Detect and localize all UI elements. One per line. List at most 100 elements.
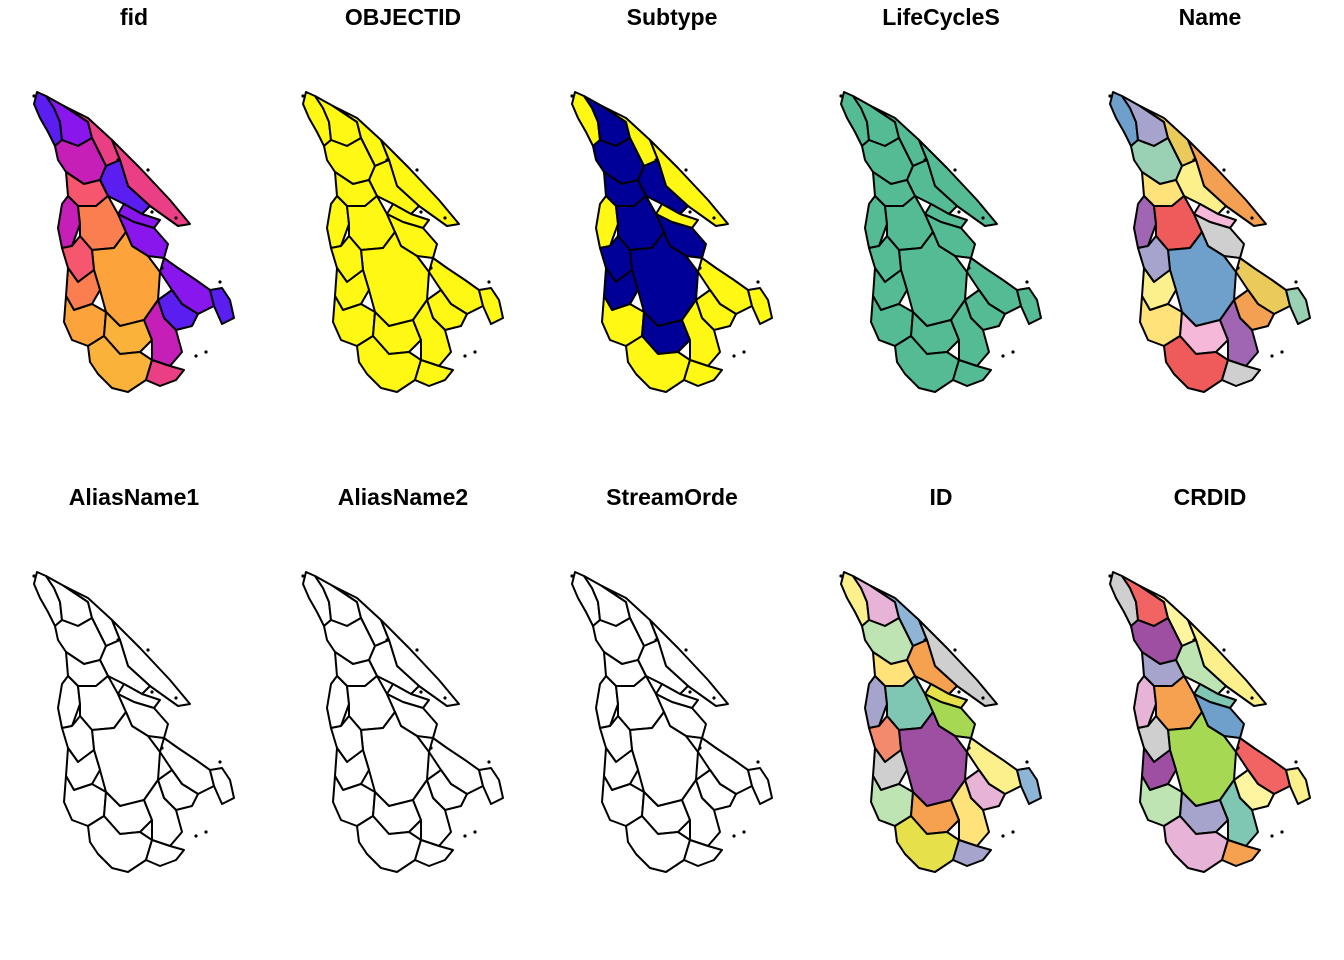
island-dot <box>688 690 692 694</box>
island-dot <box>1192 158 1196 162</box>
map-region <box>326 675 350 729</box>
island-dot <box>116 638 120 642</box>
map-region <box>1221 839 1261 867</box>
island-dot <box>684 168 688 172</box>
panel-title: Name <box>1178 4 1242 30</box>
island-dot <box>1108 574 1112 578</box>
island-dot <box>150 690 154 694</box>
island-dot <box>473 830 477 834</box>
map-region <box>57 195 81 249</box>
map-panel-lifecycles: LifeCycleS <box>807 0 1075 480</box>
island-dot <box>301 94 305 98</box>
island-dot <box>1280 350 1284 354</box>
island-dot <box>150 210 154 214</box>
island-dot <box>1226 690 1230 694</box>
region-map <box>570 91 773 393</box>
island-dot <box>174 216 178 220</box>
map-region <box>747 767 773 805</box>
island-dot <box>1025 760 1029 764</box>
island-dot <box>981 216 985 220</box>
island-dot <box>385 158 389 162</box>
map-region <box>681 299 721 367</box>
island-dot <box>1250 216 1254 220</box>
island-dot <box>756 280 760 284</box>
map-region <box>143 779 183 847</box>
map-region <box>428 737 484 795</box>
map-panel-objectid: OBJECTID <box>269 0 537 480</box>
panel-title: LifeCycleS <box>882 4 1000 30</box>
panel-title: AliasName1 <box>68 484 200 510</box>
map-region <box>326 195 350 249</box>
panel-title: AliasName2 <box>337 484 469 510</box>
island-dot <box>160 266 164 270</box>
map-region <box>1016 767 1042 805</box>
island-dot <box>32 94 36 98</box>
island-dot <box>967 266 971 270</box>
island-dot <box>570 574 574 578</box>
map-region <box>414 359 454 387</box>
map-region <box>595 195 619 249</box>
map-region <box>952 359 992 387</box>
island-dot <box>429 746 433 750</box>
island-dot <box>204 830 208 834</box>
island-dot <box>116 158 120 162</box>
island-dot <box>712 696 716 700</box>
map-region <box>950 779 990 847</box>
island-dot <box>146 168 150 172</box>
map-region <box>864 195 888 249</box>
island-dot <box>732 834 736 838</box>
map-region <box>1235 257 1291 315</box>
island-dot <box>1280 830 1284 834</box>
island-dot <box>194 834 198 838</box>
island-dot <box>1222 168 1226 172</box>
island-dot <box>981 696 985 700</box>
island-dot <box>415 648 419 652</box>
island-dot <box>1011 830 1015 834</box>
map-region <box>143 299 183 367</box>
map-region <box>747 287 773 325</box>
map-region <box>209 287 235 325</box>
map-region <box>1285 287 1311 325</box>
map-region <box>1219 779 1259 847</box>
island-dot <box>1294 280 1298 284</box>
island-dot <box>443 216 447 220</box>
map-region <box>159 737 215 795</box>
map-region <box>595 675 619 729</box>
map-region <box>683 359 723 387</box>
region-map <box>839 571 1042 873</box>
island-dot <box>1270 834 1274 838</box>
island-dot <box>487 760 491 764</box>
map-region <box>412 779 452 847</box>
island-dot <box>218 280 222 284</box>
island-dot <box>1236 266 1240 270</box>
island-dot <box>1011 350 1015 354</box>
map-region <box>1133 195 1157 249</box>
map-region <box>1285 767 1311 805</box>
map-region <box>145 839 185 867</box>
island-dot <box>194 354 198 358</box>
map-region <box>478 287 504 325</box>
map-panel-aliasname2: AliasName2 <box>269 480 537 960</box>
island-dot <box>1108 94 1112 98</box>
map-region <box>57 675 81 729</box>
island-dot <box>429 266 433 270</box>
island-dot <box>1025 280 1029 284</box>
island-dot <box>415 168 419 172</box>
region-map <box>32 571 235 873</box>
island-dot <box>742 350 746 354</box>
map-region <box>414 839 454 867</box>
island-dot <box>1236 746 1240 750</box>
island-dot <box>32 574 36 578</box>
panel-title: fid <box>119 4 149 30</box>
island-dot <box>698 266 702 270</box>
island-dot <box>160 746 164 750</box>
map-region <box>209 767 235 805</box>
panel-title: OBJECTID <box>344 4 462 30</box>
map-region <box>697 257 753 315</box>
island-dot <box>1250 696 1254 700</box>
map-region <box>952 839 992 867</box>
island-dot <box>1294 760 1298 764</box>
map-panel-name: Name <box>1076 0 1344 480</box>
region-map <box>32 91 235 393</box>
map-region <box>428 257 484 315</box>
